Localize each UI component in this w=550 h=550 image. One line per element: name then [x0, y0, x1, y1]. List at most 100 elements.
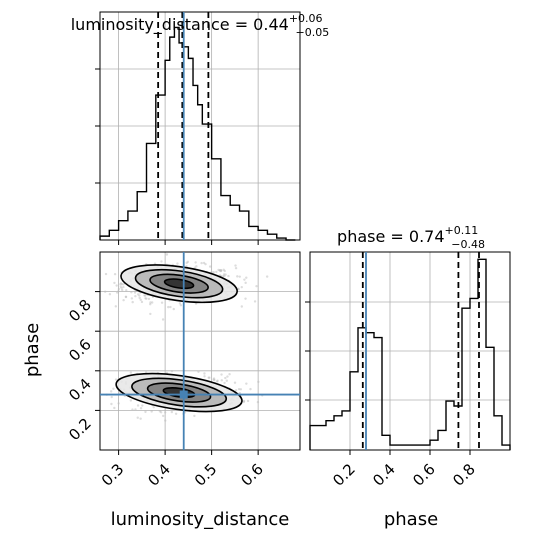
- hist-phase-xtick-label: 0.2: [329, 460, 359, 490]
- scatter-point: [228, 373, 231, 376]
- scatter-point: [217, 268, 220, 272]
- scatter-point: [125, 288, 128, 292]
- scatter-point: [110, 402, 113, 406]
- scatter-point: [149, 312, 152, 316]
- scatter-point: [158, 410, 162, 413]
- scatter-point: [139, 417, 142, 420]
- scatter-point: [133, 291, 137, 294]
- scatter-point: [136, 416, 139, 419]
- hist-phase-xtick-label: 0.6: [409, 460, 439, 490]
- scatter-point: [194, 261, 197, 264]
- scatter-point: [222, 273, 226, 276]
- scatter-point: [147, 297, 151, 301]
- scatter-point: [113, 272, 117, 276]
- scatter-point: [224, 376, 227, 380]
- panel-scatter-phase-vs-luminosity-distance: 0.3 0.4 0.5 0.6 0.2 0.4 0.6 0.8: [65, 251, 301, 490]
- scatter-point: [113, 406, 116, 410]
- scatter-point: [234, 266, 238, 270]
- scatter-point: [223, 381, 226, 385]
- xlabel-luminosity-distance: luminosity_distance: [111, 509, 290, 530]
- scatter-point: [170, 369, 174, 373]
- scatter-point: [227, 274, 230, 278]
- scatter-point: [193, 266, 197, 269]
- scatter-point: [236, 275, 239, 278]
- scatter-ytick-label: 0.2: [65, 415, 95, 445]
- scatter-point: [215, 270, 218, 274]
- scatter-point: [136, 404, 140, 407]
- scatter-point: [149, 303, 152, 306]
- scatter-point: [238, 275, 241, 278]
- scatter-point: [108, 293, 112, 296]
- scatter-point: [237, 288, 240, 291]
- xlabel-phase: phase: [384, 509, 438, 530]
- hist-phase-xtick-label: 0.4: [369, 460, 399, 490]
- scatter-point: [143, 294, 146, 297]
- truth-marker: [179, 390, 188, 399]
- scatter-point: [134, 408, 137, 411]
- scatter-point: [208, 265, 212, 268]
- ylabel-phase: phase: [22, 323, 43, 377]
- scatter-point: [219, 269, 223, 273]
- scatter-point: [203, 375, 206, 378]
- scatter-point: [186, 260, 190, 264]
- scatter-point: [117, 287, 121, 291]
- scatter-point: [114, 305, 118, 308]
- scatter-xtick-label: 0.4: [144, 460, 174, 490]
- scatter-point: [253, 300, 257, 303]
- scatter-point: [152, 405, 155, 409]
- scatter-point: [164, 419, 167, 422]
- scatter-xtick-label: 0.5: [191, 460, 221, 490]
- scatter-point: [176, 262, 179, 265]
- scatter-point: [138, 296, 141, 300]
- scatter-point: [139, 298, 142, 302]
- scatter-point: [115, 291, 119, 294]
- hist-phase-steps: [309, 258, 511, 450]
- scatter-point: [161, 318, 165, 321]
- scatter-point: [197, 370, 200, 373]
- scatter-point: [170, 410, 174, 414]
- scatter-point: [243, 278, 246, 281]
- scatter-ytick-label: 0.8: [65, 296, 95, 326]
- scatter-ytick-label: 0.4: [65, 375, 95, 405]
- scatter-point: [130, 297, 134, 300]
- scatter-point: [161, 414, 165, 418]
- scatter-point: [237, 387, 241, 391]
- scatter-point: [246, 399, 250, 403]
- scatter-point: [200, 261, 203, 265]
- scatter-point: [233, 381, 237, 384]
- scatter-point: [239, 388, 243, 391]
- scatter-point: [212, 271, 215, 274]
- title-luminosity-distance: luminosity_distance = 0.44+0.06 −0.05: [71, 12, 330, 39]
- scatter-point: [256, 400, 260, 404]
- scatter-point: [255, 284, 258, 288]
- scatter-point: [122, 298, 125, 302]
- scatter-point: [160, 260, 163, 263]
- scatter-ytick-label: 0.6: [65, 335, 95, 365]
- scatter-point: [240, 305, 244, 308]
- scatter-point: [178, 302, 182, 305]
- scatter-point: [234, 389, 238, 392]
- scatter-point: [204, 262, 207, 266]
- scatter-point: [112, 387, 115, 390]
- scatter-point: [130, 291, 133, 294]
- scatter-point: [129, 399, 133, 402]
- scatter-point: [129, 371, 133, 374]
- hist-lum-steps: [99, 26, 296, 241]
- scatter-point: [115, 284, 118, 287]
- scatter-point: [172, 307, 175, 311]
- scatter-point: [167, 305, 170, 309]
- scatter-point: [244, 297, 247, 300]
- panel-hist-phase: 0.2 0.4 0.6 0.8: [305, 251, 511, 490]
- scatter-point: [212, 378, 215, 381]
- hist-phase-xtick-label: 0.8: [449, 460, 479, 490]
- panel-hist-luminosity-distance: [95, 11, 301, 245]
- scatter-point: [244, 281, 247, 285]
- scatter-point: [257, 380, 260, 384]
- scatter-point: [113, 281, 116, 285]
- scatter-point: [174, 412, 178, 415]
- scatter-point: [109, 390, 113, 393]
- scatter-point: [160, 301, 164, 304]
- scatter-point: [110, 395, 113, 399]
- scatter-frame: [99, 251, 301, 451]
